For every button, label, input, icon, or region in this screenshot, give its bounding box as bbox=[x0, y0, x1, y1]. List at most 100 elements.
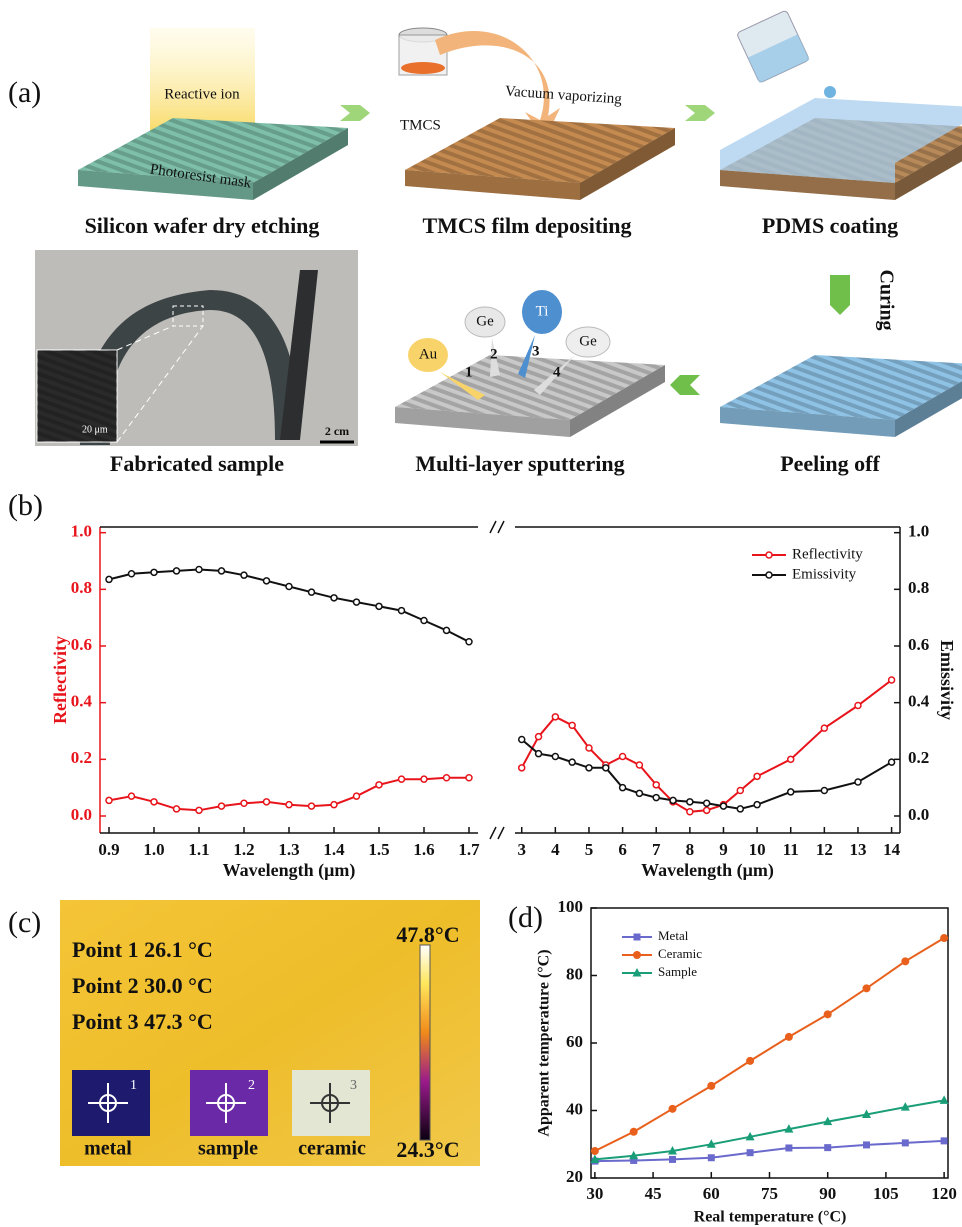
y-tick-label: 0.8 bbox=[71, 578, 92, 597]
step-caption: PDMS coating bbox=[762, 213, 898, 238]
marker bbox=[421, 618, 427, 624]
marker bbox=[630, 1128, 638, 1136]
marker bbox=[824, 1144, 831, 1151]
y-axis-label: Apparent temperature (°C) bbox=[536, 949, 553, 1136]
marker bbox=[737, 806, 743, 812]
x-tick-label: 9 bbox=[719, 840, 728, 859]
marker bbox=[376, 782, 382, 788]
marker bbox=[376, 603, 382, 609]
drop bbox=[824, 86, 836, 98]
y-tick-label: 0.2 bbox=[71, 748, 92, 767]
series-line bbox=[522, 740, 892, 809]
marker bbox=[669, 1156, 676, 1163]
patch-number: 1 bbox=[130, 1078, 137, 1093]
x-axis-label: Real temperature (°C) bbox=[694, 1209, 847, 1226]
legend-label: Ceramic bbox=[658, 946, 702, 961]
step-caption: Peeling off bbox=[780, 451, 880, 476]
marker bbox=[444, 775, 450, 781]
marker bbox=[821, 725, 827, 731]
y2-tick-label: 0.6 bbox=[908, 635, 929, 654]
marker bbox=[636, 790, 642, 796]
annotation: TMCS bbox=[400, 117, 441, 133]
y-tick-label: 40 bbox=[566, 1099, 583, 1118]
marker bbox=[636, 762, 642, 768]
target-number: 4 bbox=[553, 364, 561, 380]
series-line bbox=[109, 570, 469, 642]
step-arrow bbox=[340, 105, 370, 121]
step-arrow bbox=[685, 105, 715, 121]
marker bbox=[855, 779, 861, 785]
marker bbox=[863, 1141, 870, 1148]
peeled-pdms bbox=[720, 355, 962, 437]
point-reading: Point 3 47.3 °C bbox=[72, 1009, 213, 1034]
step-caption: Fabricated sample bbox=[110, 451, 284, 476]
marker bbox=[603, 765, 609, 771]
marker bbox=[151, 799, 157, 805]
y2-tick-label: 0.0 bbox=[908, 805, 929, 824]
plot-frame bbox=[591, 908, 948, 1178]
x-tick-label: 1.2 bbox=[233, 840, 254, 859]
tmcs-wafer bbox=[405, 118, 675, 200]
target-number: 1 bbox=[465, 364, 473, 380]
marker bbox=[766, 572, 772, 578]
marker bbox=[620, 785, 626, 791]
step-caption: Silicon wafer dry etching bbox=[85, 213, 320, 238]
marker bbox=[219, 568, 225, 574]
page: body { margin: 0; background: #fff; font… bbox=[0, 0, 962, 1227]
marker bbox=[788, 789, 794, 795]
x-tick-label: 1.3 bbox=[278, 840, 299, 859]
marker bbox=[821, 788, 827, 794]
marker bbox=[634, 934, 641, 941]
marker bbox=[754, 773, 760, 779]
y-tick-label: 60 bbox=[566, 1032, 583, 1051]
x-tick-label: 75 bbox=[761, 1184, 778, 1203]
annotation: Vacuum vaporizing bbox=[504, 83, 622, 107]
marker bbox=[785, 1033, 793, 1041]
y-tick-label: 100 bbox=[558, 897, 584, 916]
legend-label: Emissivity bbox=[792, 566, 857, 582]
x-tick-label: 5 bbox=[585, 840, 594, 859]
marker bbox=[196, 807, 202, 813]
marker bbox=[466, 775, 472, 781]
marker bbox=[421, 776, 427, 782]
marker bbox=[766, 552, 772, 558]
x-tick-label: 30 bbox=[586, 1184, 603, 1203]
marker bbox=[286, 802, 292, 808]
x-tick-label: 3 bbox=[517, 840, 526, 859]
target-label: Ti bbox=[536, 303, 549, 319]
marker bbox=[586, 765, 592, 771]
x-tick-label: 1.4 bbox=[323, 840, 345, 859]
y-tick-label: 0.6 bbox=[71, 635, 92, 654]
x-tick-label: 4 bbox=[551, 840, 560, 859]
annotation: Curing bbox=[875, 269, 897, 330]
x-tick-label: 120 bbox=[931, 1184, 957, 1203]
marker bbox=[747, 1149, 754, 1156]
marker bbox=[444, 627, 450, 633]
scale-max: 47.8°C bbox=[396, 922, 459, 947]
x-tick-label: 0.9 bbox=[98, 840, 119, 859]
marker bbox=[286, 584, 292, 590]
axis-break bbox=[498, 827, 504, 839]
marker bbox=[174, 806, 180, 812]
x-tick-label: 14 bbox=[883, 840, 901, 859]
x-tick-label: 105 bbox=[873, 1184, 899, 1203]
target-label: Ge bbox=[476, 313, 494, 329]
target-number: 2 bbox=[490, 346, 498, 362]
x-tick-label: 1.7 bbox=[458, 840, 480, 859]
marker bbox=[399, 776, 405, 782]
marker bbox=[331, 802, 337, 808]
marker bbox=[106, 797, 112, 803]
marker bbox=[536, 751, 542, 757]
axis-break bbox=[498, 521, 504, 533]
series-line bbox=[595, 938, 944, 1151]
marker bbox=[720, 803, 726, 809]
marker bbox=[264, 578, 270, 584]
figure: (a) Reactive ion Photoresist mask Silico… bbox=[0, 0, 962, 1227]
y2-tick-label: 0.4 bbox=[908, 692, 930, 711]
marker bbox=[552, 754, 558, 760]
marker bbox=[536, 734, 542, 740]
legend-label: Reflectivity bbox=[792, 546, 863, 562]
y-tick-label: 0.0 bbox=[71, 805, 92, 824]
marker bbox=[241, 572, 247, 578]
y2-axis-label: Emissivity bbox=[937, 640, 957, 720]
